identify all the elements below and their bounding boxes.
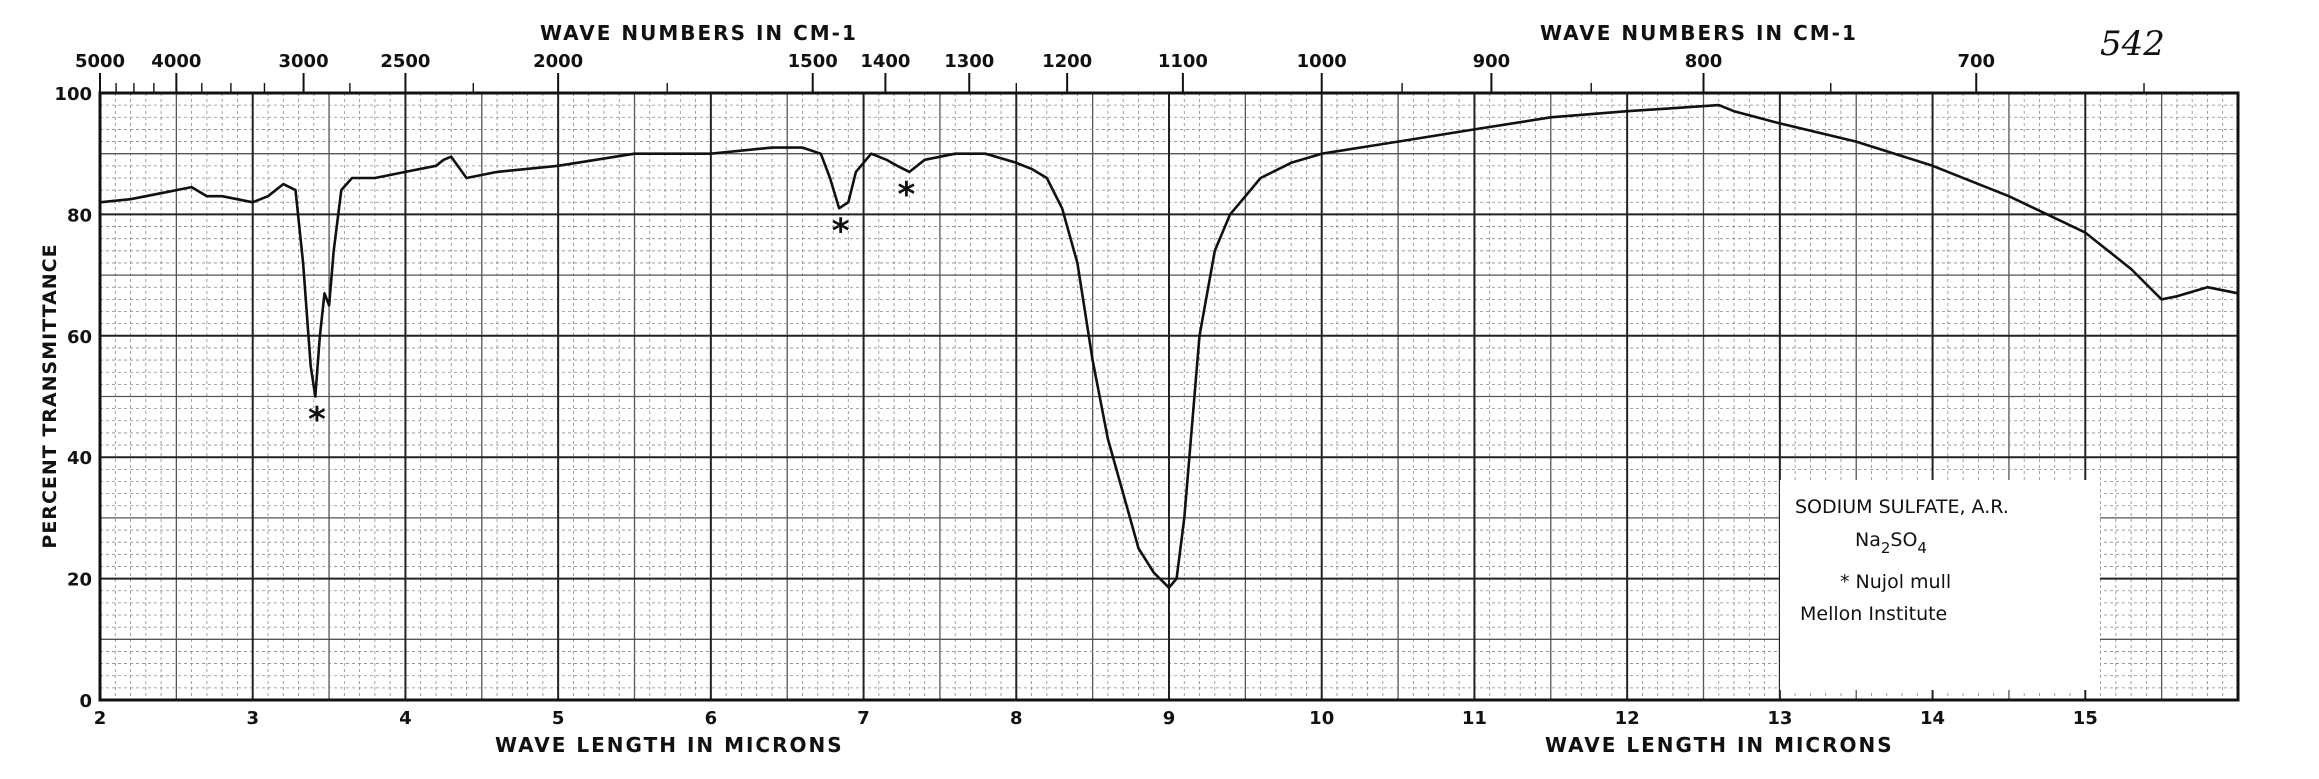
top-tick-label: 2000	[533, 51, 583, 72]
spectrum-line	[99, 103, 2239, 589]
x-tick-label: 3	[246, 708, 259, 729]
x-tick-label: 12	[1615, 708, 1640, 729]
top-tick-label: 900	[1473, 51, 1511, 72]
top-tick-label: 2500	[380, 51, 430, 72]
x-tick-label: 9	[1163, 708, 1176, 729]
top-tick-label: 700	[1957, 51, 1995, 72]
legend-source: Mellon Institute	[1800, 603, 1947, 625]
y-axis-ticks: 0 20 40 60 80 100	[54, 84, 92, 712]
top-tick-label: 1500	[788, 51, 838, 72]
x-axis-label-right: WAVE LENGTH IN MICRONS	[1545, 733, 1894, 757]
page-number: 542	[2100, 24, 2165, 64]
y-tick-label: 60	[67, 327, 92, 348]
x-tick-label: 4	[399, 708, 412, 729]
annotation-asterisk: *	[308, 400, 326, 440]
x-tick-label: 2	[94, 708, 107, 729]
top-axis-label-left: WAVE NUMBERS IN CM-1	[540, 21, 858, 45]
y-tick-label: 80	[67, 205, 92, 226]
legend-title: SODIUM SULFATE, A.R.	[1795, 496, 2009, 518]
annotation-asterisk: *	[897, 175, 915, 215]
top-axis-ticks: 5000 4000 3000 2500 2000 1500 1400 1300 1200 1100…	[75, 51, 2145, 93]
x-tick-label: 5	[552, 708, 565, 729]
top-tick-label: 1100	[1158, 51, 1208, 72]
y-tick-label: 100	[54, 84, 92, 105]
legend-box: SODIUM SULFATE, A.R. Na2SO4 * Nujol mull…	[1780, 480, 2100, 690]
top-tick-label: 3000	[279, 51, 329, 72]
top-tick-label: 1400	[860, 51, 910, 72]
top-tick-label: 1200	[1042, 51, 1092, 72]
top-tick-label: 4000	[151, 51, 201, 72]
x-tick-label: 6	[705, 708, 718, 729]
x-tick-label: 10	[1309, 708, 1334, 729]
x-axis-ticks: 2 3 4 5 6 7 8 9 10 11 12 13 14 15	[94, 708, 2098, 729]
top-axis-label-right: WAVE NUMBERS IN CM-1	[1540, 21, 1858, 45]
top-tick-label: 800	[1685, 51, 1723, 72]
top-tick-label: 1300	[944, 51, 994, 72]
x-tick-label: 13	[1767, 708, 1792, 729]
y-tick-label: 20	[67, 570, 92, 591]
legend-note: * Nujol mull	[1840, 571, 1951, 593]
plot-frame	[98, 91, 2240, 702]
annotation-asterisk: *	[832, 212, 850, 252]
x-tick-label: 7	[857, 708, 870, 729]
x-tick-label: 15	[2073, 708, 2098, 729]
x-tick-label: 14	[1920, 708, 1945, 729]
y-tick-label: 40	[67, 448, 92, 469]
top-tick-label: 1000	[1297, 51, 1347, 72]
x-axis-label-left: WAVE LENGTH IN MICRONS	[495, 733, 844, 757]
annotations: * * *	[308, 175, 915, 440]
y-tick-label: 0	[79, 691, 92, 712]
y-axis-label: PERCENT TRANSMITTANCE	[39, 243, 61, 548]
x-tick-label: 11	[1462, 708, 1487, 729]
top-tick-label: 5000	[75, 51, 125, 72]
legend-formula: Na2SO4	[1855, 529, 1927, 557]
x-tick-label: 8	[1010, 708, 1023, 729]
